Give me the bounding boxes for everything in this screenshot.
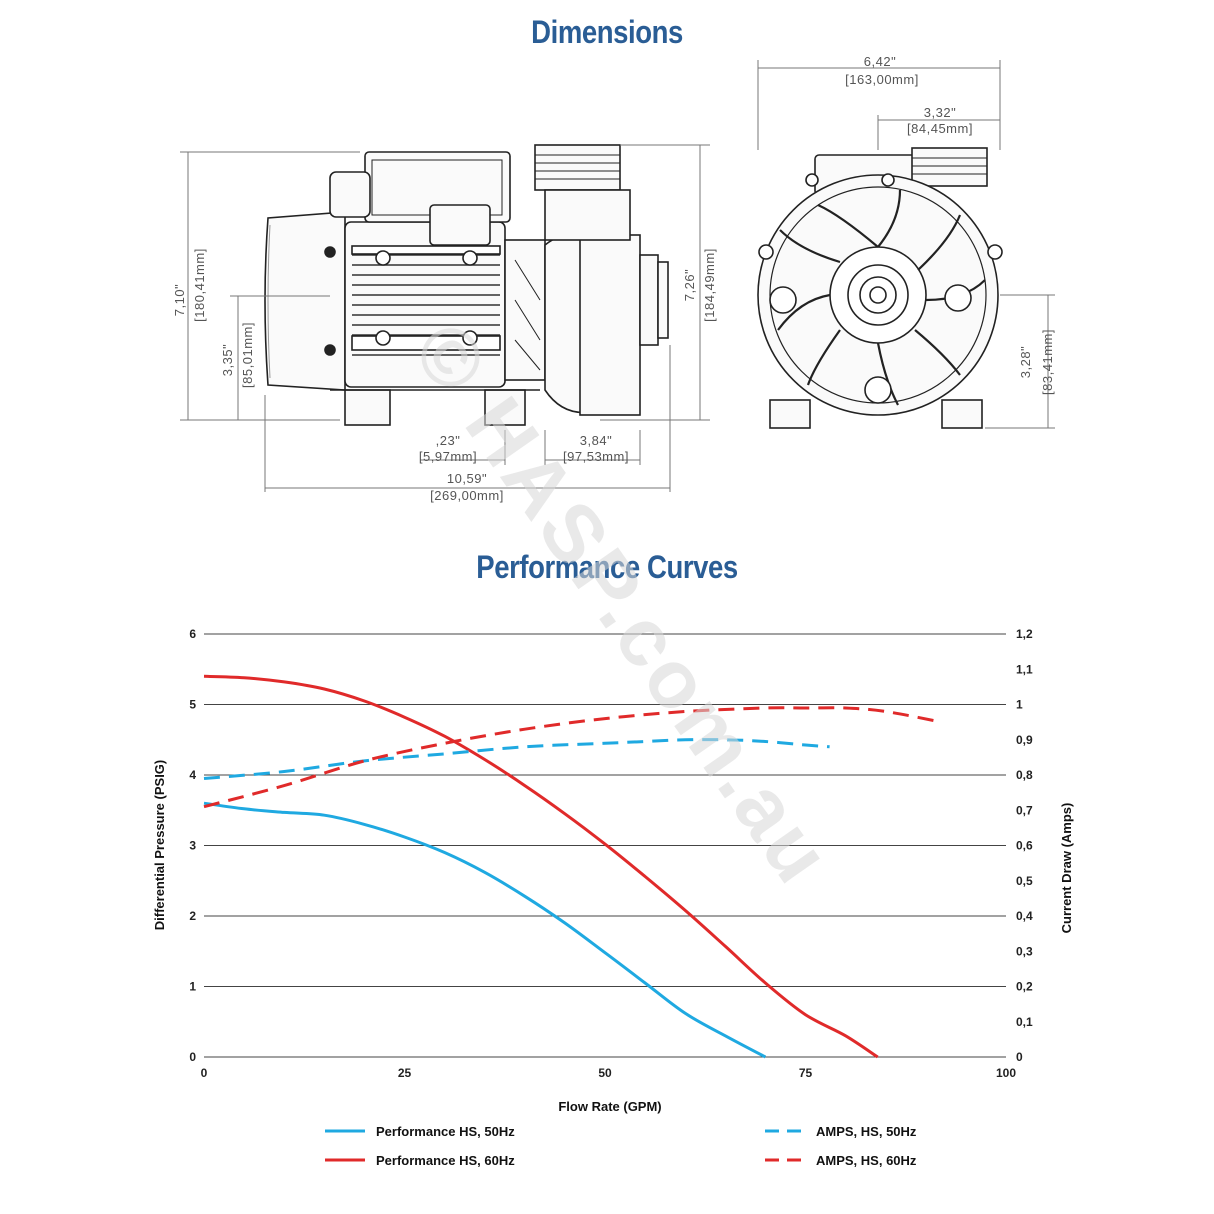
side-wet-end: 3,84" xyxy=(580,433,612,448)
y-tick-label: 5 xyxy=(189,698,196,712)
series-line-3 xyxy=(203,706,943,809)
side-height-outlet-mm: [184,49mm] xyxy=(702,248,717,322)
performance-title: Performance Curves xyxy=(476,549,738,585)
y2-tick-label: 1,1 xyxy=(1016,662,1033,676)
side-height-total: 7,10" xyxy=(172,284,187,316)
series-line-0 xyxy=(203,801,767,1059)
y-tick-label: 3 xyxy=(189,839,196,853)
side-foot-offset: ,23" xyxy=(436,433,461,448)
side-height-axis: 3,35" xyxy=(220,344,235,376)
y2-axis-ticks: 0 0,1 0,2 0,3 0,4 0,5 0,6 0,7 0,8 0,9 1 1,1 1,2 xyxy=(1016,627,1033,1064)
side-view-pump xyxy=(264,144,669,426)
y-axis-label: Differential Pressure (PSIG) xyxy=(152,760,167,931)
y2-tick-label: 0,1 xyxy=(1016,1015,1033,1029)
y-tick-label: 6 xyxy=(189,627,196,641)
x-tick-label: 100 xyxy=(996,1066,1016,1080)
y2-tick-label: 0 xyxy=(1016,1050,1023,1064)
front-half-width-mm: [84,45mm] xyxy=(907,121,973,136)
y2-tick-label: 0,9 xyxy=(1016,733,1033,747)
y-axis-ticks: 0 1 2 3 4 5 6 xyxy=(189,627,196,1064)
y2-tick-label: 0,6 xyxy=(1016,839,1033,853)
side-length: 10,59" xyxy=(447,471,487,486)
side-height-total-mm: [180,41mm] xyxy=(192,248,207,322)
x-tick-label: 50 xyxy=(598,1066,612,1080)
x-tick-label: 25 xyxy=(398,1066,412,1080)
y-tick-label: 1 xyxy=(189,980,196,994)
side-length-mm: [269,00mm] xyxy=(430,488,504,503)
y-tick-label: 0 xyxy=(189,1050,196,1064)
y2-tick-label: 1 xyxy=(1016,698,1023,712)
x-tick-label: 0 xyxy=(201,1066,208,1080)
y2-tick-label: 0,4 xyxy=(1016,909,1033,923)
y-tick-label: 4 xyxy=(189,768,196,782)
y2-tick-label: 1,2 xyxy=(1016,627,1033,641)
side-foot-offset-mm: [5,97mm] xyxy=(419,449,477,464)
legend-label-1: Performance HS, 60Hz xyxy=(376,1153,515,1168)
side-height-axis-mm: [85,01mm] xyxy=(240,322,255,388)
chart-series xyxy=(203,674,943,1059)
dimensions-title: Dimensions xyxy=(531,14,683,50)
front-axis-height-mm: [83,41mm] xyxy=(1040,329,1055,395)
side-height-outlet: 7,26" xyxy=(682,269,697,301)
y2-tick-label: 0,8 xyxy=(1016,768,1033,782)
front-width-mm: [163,00mm] xyxy=(845,72,919,87)
front-half-width: 3,32" xyxy=(924,105,956,120)
front-width: 6,42" xyxy=(864,54,896,69)
legend-label-2: AMPS, HS, 50Hz xyxy=(816,1124,917,1139)
chart-legend: Performance HS, 50Hz Performance HS, 60Hz… xyxy=(325,1124,917,1168)
x-axis-label: Flow Rate (GPM) xyxy=(558,1099,661,1114)
y2-tick-label: 0,5 xyxy=(1016,874,1033,888)
x-axis-ticks: 0 25 50 75 100 xyxy=(201,1066,1017,1080)
legend-label-0: Performance HS, 50Hz xyxy=(376,1124,515,1139)
front-view-pump xyxy=(757,147,1003,429)
y2-tick-label: 0,7 xyxy=(1016,803,1033,817)
legend-label-3: AMPS, HS, 60Hz xyxy=(816,1153,917,1168)
side-wet-end-mm: [97,53mm] xyxy=(563,449,629,464)
series-line-1 xyxy=(203,674,879,1059)
y2-tick-label: 0,3 xyxy=(1016,944,1033,958)
front-axis-height: 3,28" xyxy=(1018,346,1033,378)
y-tick-label: 2 xyxy=(189,909,196,923)
series-line-2 xyxy=(203,738,830,780)
y2-axis-label: Current Draw (Amps) xyxy=(1059,803,1074,934)
x-tick-label: 75 xyxy=(799,1066,813,1080)
y2-tick-label: 0,2 xyxy=(1016,980,1033,994)
dimensions-drawing: 7,10" [180,41mm] 3,35" [85,01mm] 7,26" [… xyxy=(172,54,1055,503)
